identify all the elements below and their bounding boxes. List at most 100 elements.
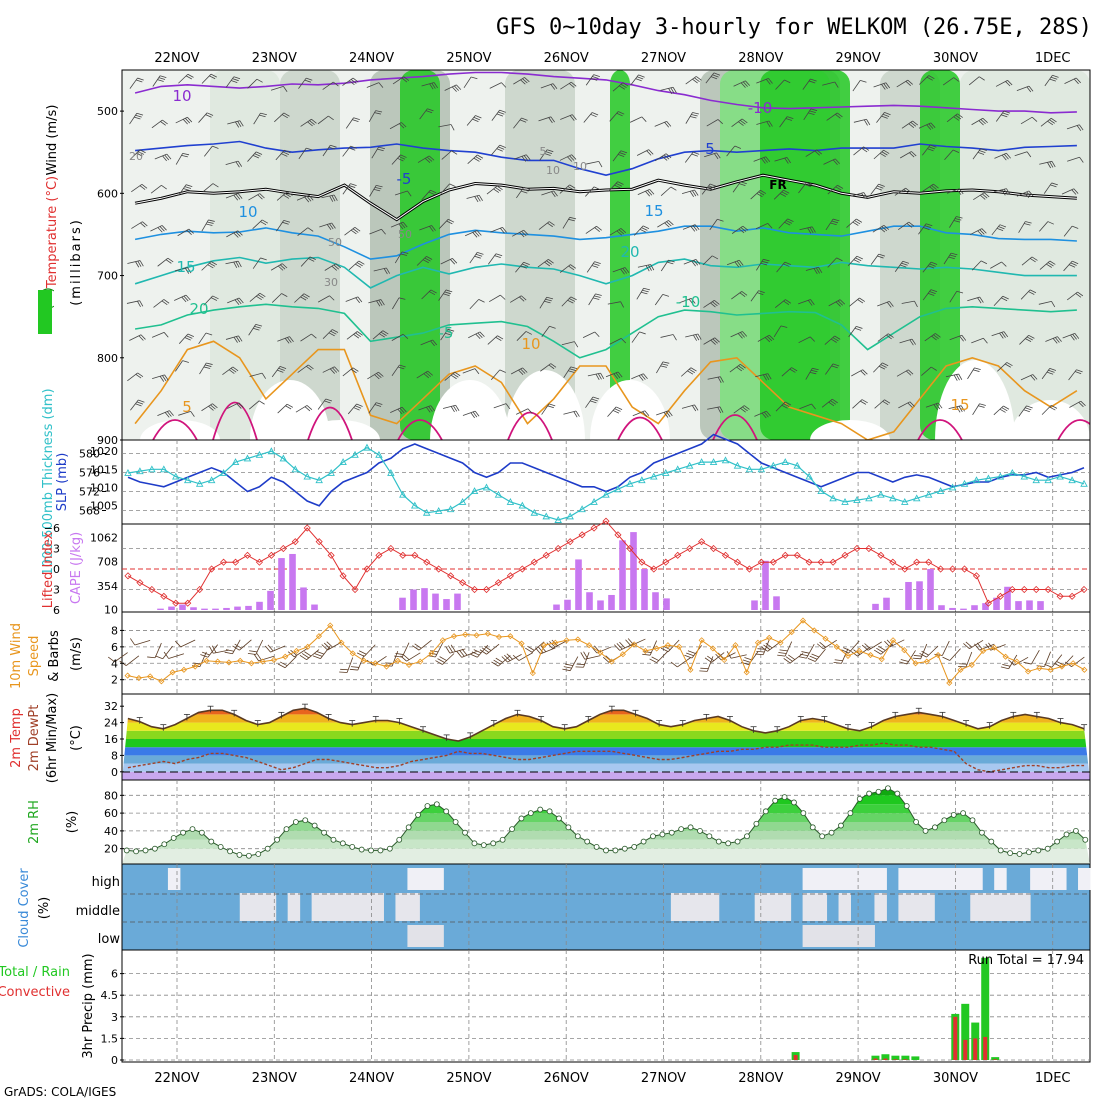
- barb-flag: [857, 299, 864, 304]
- wind-barb: [270, 86, 284, 91]
- li-marker: [339, 572, 347, 580]
- barb-flag: [520, 368, 526, 374]
- wind-marker: [732, 642, 739, 649]
- cape-bar: [960, 608, 967, 610]
- barb-flag: [837, 112, 843, 118]
- barb-flag: [358, 650, 367, 655]
- barb-flag: [1002, 112, 1009, 116]
- barb-flag: [863, 146, 870, 151]
- slp-marker: [1032, 476, 1040, 484]
- barb-flag: [1076, 125, 1082, 132]
- rh-marker: [546, 808, 553, 815]
- barb-flag: [954, 218, 962, 221]
- barb-flag: [519, 232, 525, 238]
- precip-ylabel-mm: 3hr Precip (mm): [81, 953, 96, 1058]
- cape-tick: 708: [97, 556, 118, 569]
- barb-flag: [137, 151, 145, 155]
- wind-marker: [327, 622, 334, 629]
- barb-flag: [137, 77, 144, 81]
- barb-flag: [1077, 291, 1084, 297]
- wind-barb: [901, 300, 915, 304]
- wind-barb: [654, 294, 664, 306]
- date-label-top: 25NOV: [446, 51, 491, 66]
- barb-flag: [550, 84, 556, 90]
- barb-flag: [479, 331, 485, 337]
- wind-marker: [631, 641, 638, 648]
- rh-marker: [969, 817, 976, 824]
- barb-flag: [277, 265, 284, 271]
- barb-flag: [281, 263, 288, 269]
- barb-flag: [1074, 371, 1082, 375]
- barb-flag: [591, 112, 599, 116]
- barb-flag: [912, 657, 921, 660]
- barb-flag: [832, 337, 839, 342]
- barb-flag: [350, 666, 359, 668]
- surface-wind-barb: [1031, 649, 1040, 665]
- barb-flag: [642, 225, 650, 230]
- barb-flag: [430, 189, 437, 194]
- barb-flag: [203, 366, 211, 369]
- temp-tick: 24: [104, 717, 118, 730]
- barb-flag: [445, 646, 451, 654]
- li-marker: [411, 551, 419, 559]
- rh-marker: [405, 824, 412, 831]
- barb-flag: [285, 405, 292, 410]
- cloud-high-cell: [898, 868, 911, 890]
- barb-flag: [394, 655, 403, 658]
- barb-flag: [661, 363, 669, 366]
- precip-total-bar: [981, 957, 990, 1060]
- barb-flag: [451, 86, 457, 92]
- slp-marker: [375, 450, 383, 458]
- date-label-top: 26NOV: [544, 51, 589, 66]
- temp-band: [122, 730, 1090, 739]
- slp-marker: [721, 456, 730, 464]
- barb-flag: [787, 116, 794, 120]
- contour-label: 15: [644, 202, 663, 220]
- barb-flag: [461, 648, 468, 656]
- barb-flag: [590, 113, 597, 118]
- barb-flag: [233, 194, 239, 201]
- barb-flag: [444, 291, 451, 295]
- wind-barb: [317, 115, 329, 125]
- cape-bar: [190, 607, 197, 610]
- barb-flag: [785, 118, 793, 121]
- barb-flag: [717, 407, 722, 414]
- barb-flag: [182, 119, 188, 125]
- barb-flag: [450, 644, 456, 652]
- surface-wind-barb: [1051, 654, 1063, 668]
- contour-label: 10: [546, 164, 560, 177]
- li-marker: [518, 565, 526, 573]
- rh-marker: [659, 831, 666, 838]
- li-marker: [829, 558, 837, 566]
- barb-flag: [884, 399, 891, 404]
- slp-markers: [124, 443, 1088, 523]
- isotherm--10: [134, 71, 1077, 114]
- rh-marker: [415, 811, 421, 818]
- wind-barb: [944, 149, 954, 160]
- barb-flag: [812, 367, 819, 371]
- wind-barb: [631, 331, 640, 343]
- wind-barb: [150, 185, 162, 194]
- barb-flag: [207, 221, 214, 224]
- wind-marker: [518, 640, 525, 647]
- barb-flag: [165, 259, 172, 264]
- wind-marker: [822, 635, 829, 642]
- wind-barb: [827, 257, 837, 268]
- wind-barb: [755, 223, 768, 230]
- barb-flag: [598, 161, 603, 168]
- barb-flag: [619, 85, 625, 90]
- cloud-high-cell: [970, 868, 983, 890]
- slp-marker: [279, 454, 288, 462]
- rh-marker: [518, 815, 525, 822]
- barb-flag: [739, 292, 746, 297]
- barb-flag: [742, 81, 748, 87]
- barb-flag: [948, 256, 955, 260]
- barb-flag: [283, 220, 291, 223]
- barb-flag: [906, 223, 913, 228]
- barb-flag: [712, 301, 718, 307]
- barb-flag: [286, 191, 293, 196]
- barb-flag: [781, 404, 788, 409]
- wind-barb: [178, 410, 191, 416]
- barb-flag: [380, 299, 385, 306]
- rh-marker: [1054, 838, 1061, 845]
